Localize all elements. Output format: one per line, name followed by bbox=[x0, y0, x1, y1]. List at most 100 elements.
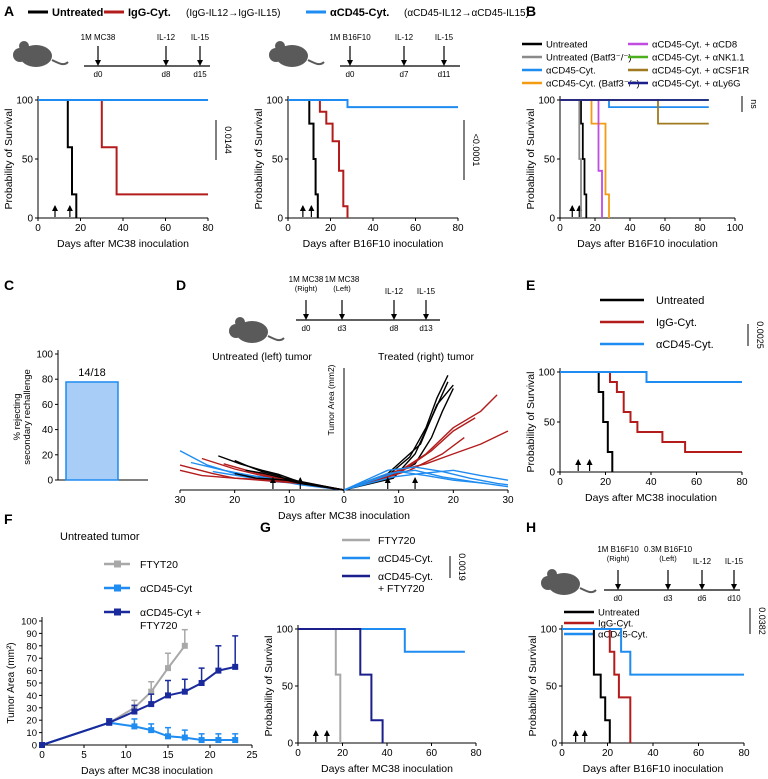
x-tick-label: 40 bbox=[367, 223, 379, 234]
timeline-day-label: d0 bbox=[302, 324, 311, 333]
legend-g-label: FTY720 bbox=[378, 535, 416, 547]
timeline-event-label: IL-12 bbox=[385, 287, 404, 296]
timeline-event-label: 1M MC38 bbox=[325, 275, 360, 284]
x-tick-label: 80 bbox=[738, 748, 750, 759]
x-tick-label: 100 bbox=[727, 223, 744, 234]
y-tick-label: 50 bbox=[546, 682, 558, 693]
y-tick-label: 80 bbox=[42, 375, 54, 386]
y-axis-label: Probability of Survival bbox=[525, 109, 537, 210]
mouse-body bbox=[548, 573, 580, 595]
chart-g: 0 20 40 60 80 0 50 100 Days after MC38 inoculati… bbox=[263, 625, 482, 776]
data-point bbox=[232, 663, 239, 670]
timeline-event-label: 0.3M B16F10 bbox=[644, 545, 693, 554]
data-point bbox=[148, 701, 155, 708]
treatment-arrowhead bbox=[66, 205, 73, 211]
x-tick-label: 40 bbox=[381, 748, 393, 759]
left-title: Untreated (left) tumor bbox=[212, 351, 312, 363]
timeline-event-sublabel: (Left) bbox=[659, 554, 677, 563]
timeline-day-label: d15 bbox=[193, 70, 207, 79]
y-axis-label: Probability of Survival bbox=[263, 636, 275, 737]
data-point bbox=[131, 708, 138, 715]
y-tick-label: 50 bbox=[272, 155, 284, 166]
timeline-event-label: IL-15 bbox=[435, 33, 454, 42]
timeline-event-sublabel: (Left) bbox=[333, 284, 351, 293]
treatment-arrowhead bbox=[569, 205, 576, 211]
x-tick-label: 10 bbox=[120, 750, 132, 761]
data-point bbox=[165, 692, 171, 699]
data-point bbox=[148, 688, 155, 695]
data-point bbox=[148, 727, 155, 734]
legend-g-label: + FTY720 bbox=[378, 583, 425, 595]
legend-h-label: αCD45-Cyt. bbox=[598, 630, 648, 641]
timeline-arrowhead bbox=[163, 60, 169, 66]
legend-g-label: αCD45-Cyt. bbox=[378, 571, 433, 583]
panel-label-h: H bbox=[526, 519, 536, 535]
y-tick-label: 20 bbox=[42, 450, 54, 461]
x-tick-label: 20 bbox=[204, 750, 216, 761]
timeline-event-label: IL-12 bbox=[693, 557, 712, 566]
panel-label-d: D bbox=[176, 277, 186, 293]
x-axis-label: Days after B16F10 inoculation bbox=[577, 238, 718, 250]
pvalue-b: ns bbox=[749, 99, 759, 109]
chart-e: 0 20 40 60 80 0 50 100 Days after MC38 inoculati… bbox=[525, 368, 748, 505]
data-point bbox=[215, 667, 222, 674]
y-tick-label: 100 bbox=[538, 368, 555, 379]
timeline-event-label: 1M MC38 bbox=[81, 33, 116, 42]
survival-curve bbox=[288, 99, 349, 218]
mouse-icon-a2 bbox=[269, 41, 325, 67]
timeline-event-label: IL-15 bbox=[725, 557, 744, 566]
x-tick-label: 30 bbox=[174, 495, 186, 506]
legend-a: Untreated IgG-Cyt. (IgG-IL12→IgG-IL15) α… bbox=[28, 7, 529, 19]
survival-curve bbox=[560, 99, 588, 218]
tumor-growth-curve bbox=[343, 469, 509, 491]
x-tick-label: 0 bbox=[285, 223, 291, 234]
legend-label-igg: IgG-Cyt. bbox=[128, 7, 171, 19]
data-point bbox=[198, 680, 205, 686]
y-axis-label: Tumor Area (mm²) bbox=[6, 642, 17, 723]
data-point bbox=[198, 737, 205, 744]
x-tick-label: 40 bbox=[624, 223, 636, 234]
x-tick-label: 30 bbox=[502, 495, 514, 506]
mouse-icon-h bbox=[541, 569, 597, 595]
data-point bbox=[181, 642, 188, 649]
x-axis-label: Days after B16F10 inoculation bbox=[583, 763, 724, 775]
x-tick-label: 5 bbox=[81, 750, 87, 761]
timeline-arrowhead bbox=[197, 60, 203, 66]
timeline-arrowhead bbox=[441, 60, 447, 66]
treatment-arrowhead bbox=[575, 459, 582, 465]
x-axis-label: Days after MC38 inoculation bbox=[57, 238, 189, 250]
x-tick-label: 60 bbox=[693, 748, 705, 759]
panel-label-b: B bbox=[526, 3, 536, 19]
legend-e: Untreated IgG-Cyt. αCD45-Cyt. bbox=[600, 295, 714, 351]
timeline-day-label: d6 bbox=[698, 594, 707, 603]
pvalue-e: 0.0025 bbox=[755, 321, 765, 349]
chart-a-left: 0 20 40 60 80 0 50 100 Days after MC38 inoculati… bbox=[3, 96, 214, 251]
y-tick-label: 50 bbox=[544, 418, 556, 429]
x-tick-label: 20 bbox=[229, 495, 241, 506]
treatment-arrowhead bbox=[412, 477, 419, 483]
x-tick-label: 80 bbox=[452, 223, 464, 234]
x-axis-label: Days after MC38 inoculation bbox=[585, 492, 717, 504]
survival-curve bbox=[560, 371, 742, 383]
legend-label-acd45: αCD45-Cyt. bbox=[330, 7, 389, 19]
x-tick-label: 20 bbox=[602, 748, 614, 759]
y-tick-label: 20 bbox=[26, 716, 37, 727]
treatment-arrowhead bbox=[586, 459, 593, 465]
x-tick-label: 80 bbox=[736, 477, 748, 488]
data-point bbox=[131, 723, 138, 730]
survival-curve bbox=[562, 628, 632, 743]
timeline-arrowhead bbox=[699, 584, 705, 590]
survival-curve bbox=[560, 371, 614, 472]
mouse-icon-a1 bbox=[13, 41, 69, 67]
legend-h-label: Untreated bbox=[598, 608, 640, 619]
legend-e-label: IgG-Cyt. bbox=[656, 317, 697, 329]
timeline-event-label: 1M B16F10 bbox=[597, 545, 639, 554]
timeline-arrowhead bbox=[391, 314, 397, 320]
timeline-a2: 1M B16F10 d0 IL-12 d7 IL-15 d11 bbox=[329, 33, 460, 79]
y-tick-label: 100 bbox=[266, 96, 283, 107]
tumor-growth-curve bbox=[343, 388, 454, 491]
x-axis-label: Days after MC38 inoculation bbox=[278, 510, 410, 522]
timeline-event-label: IL-12 bbox=[395, 33, 414, 42]
